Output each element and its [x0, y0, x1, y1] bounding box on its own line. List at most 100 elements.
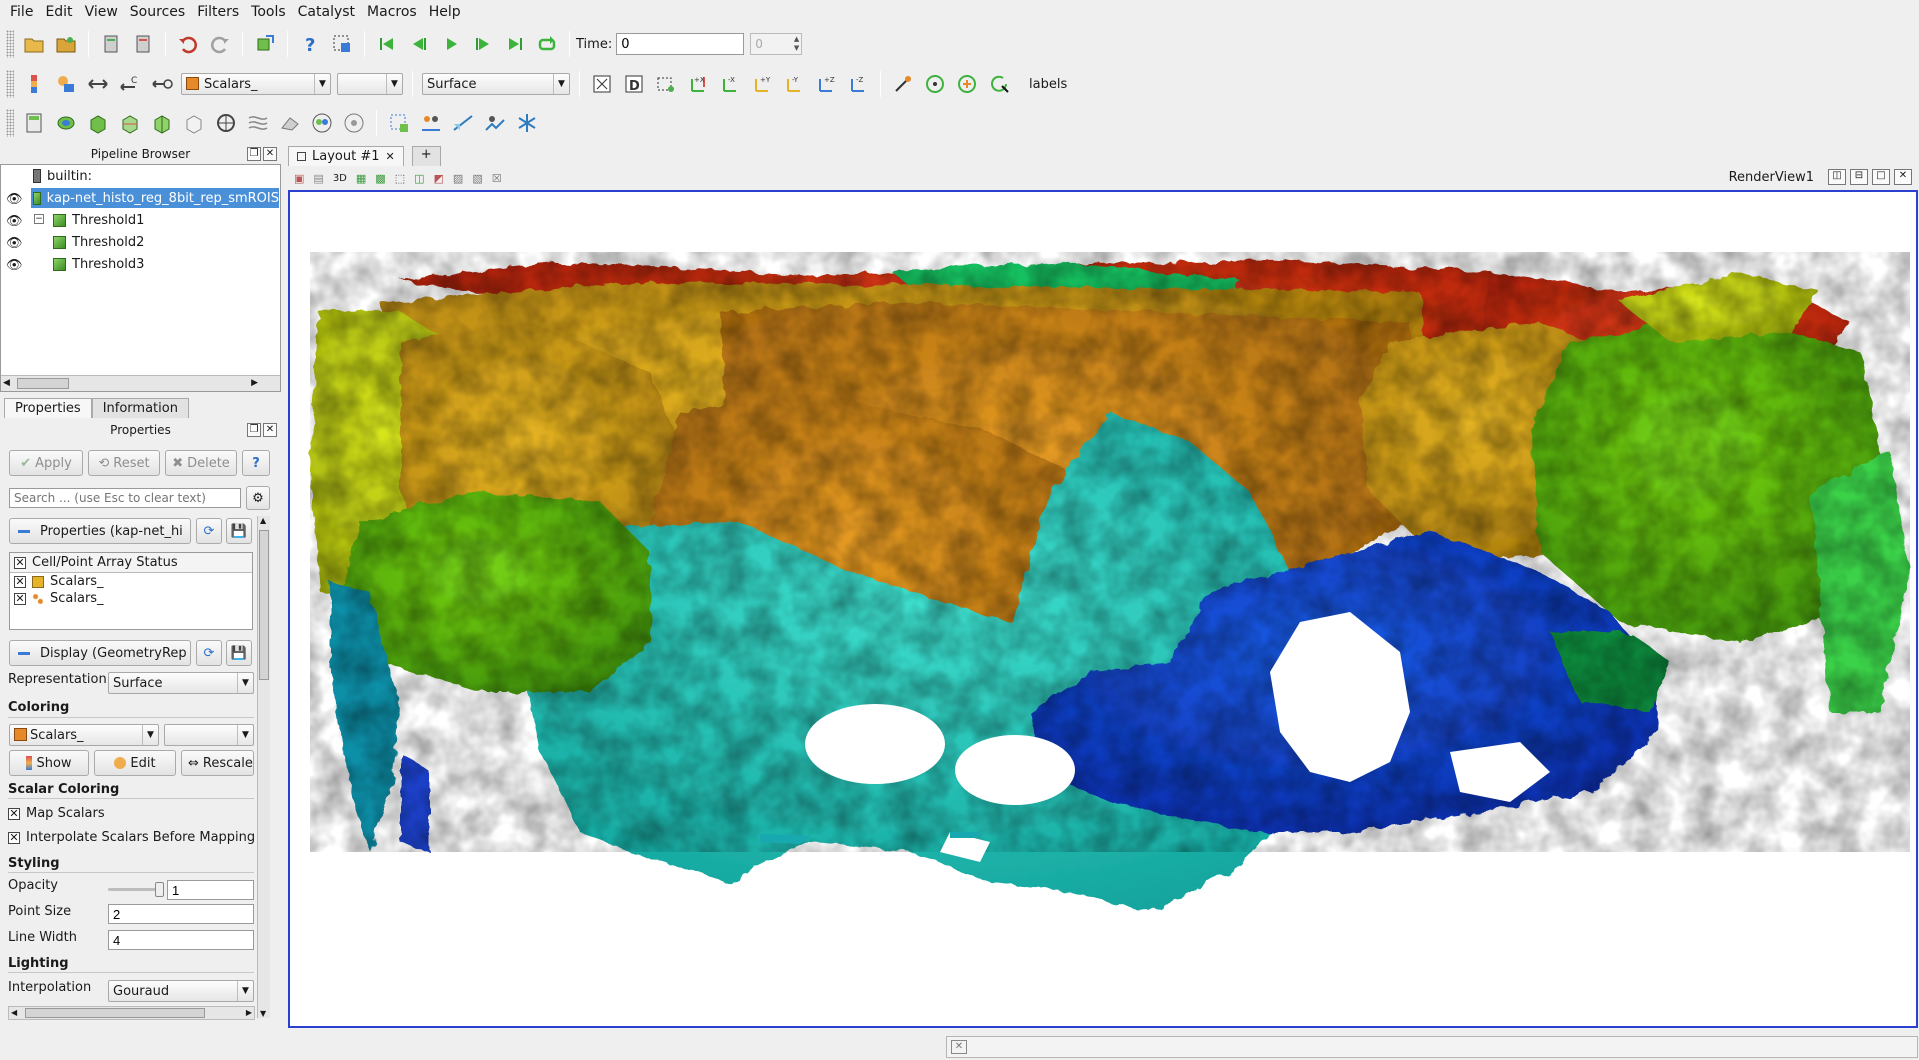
play-button[interactable]	[437, 30, 465, 58]
vertical-scrollbar[interactable]: ▲ ▼	[257, 516, 270, 1018]
plot-selection-button[interactable]	[417, 109, 445, 137]
split-horizontal-icon[interactable]: ◫	[1828, 169, 1846, 185]
interpolate-option[interactable]: ✕ Interpolate Scalars Before Mapping	[8, 830, 255, 845]
select-all-checkbox[interactable]: ✕	[14, 555, 26, 569]
find-data-button[interactable]	[385, 109, 413, 137]
select-block-icon[interactable]: ⬚	[394, 171, 406, 185]
stream-tracer-button[interactable]	[244, 109, 272, 137]
eye-icon[interactable]: 👁	[6, 258, 23, 273]
interpolation-dropdown[interactable]: Gouraud ▼	[108, 980, 254, 1002]
redo-button[interactable]	[206, 30, 234, 58]
array-checkbox[interactable]: ✕	[14, 591, 26, 605]
scroll-thumb[interactable]	[17, 378, 69, 389]
horizontal-scrollbar[interactable]: ◀ ▶	[1, 375, 280, 391]
eye-icon[interactable]: 👁	[6, 236, 23, 251]
horizontal-scrollbar[interactable]: ◀ ▶	[8, 1006, 255, 1020]
advanced-settings-button[interactable]: ⚙	[246, 486, 270, 510]
view-minus-z-button[interactable]: -Z	[844, 70, 872, 98]
threshold-button[interactable]	[148, 109, 176, 137]
opacity-input[interactable]	[167, 880, 254, 900]
clear-status-icon[interactable]: ✕	[951, 1040, 967, 1054]
pipeline-item-threshold2[interactable]: 👁 Threshold2	[1, 231, 280, 253]
connect-button[interactable]	[97, 30, 125, 58]
histogram-button[interactable]	[481, 109, 509, 137]
split-vertical-icon[interactable]: ⊟	[1850, 169, 1868, 185]
grow-selection-icon[interactable]: ▨	[452, 171, 464, 185]
properties-section-toggle[interactable]: Properties (kap-net_hi	[9, 518, 191, 544]
scroll-thumb[interactable]	[259, 530, 269, 680]
menu-filters[interactable]: Filters	[197, 4, 240, 20]
pipeline-item-threshold3[interactable]: 👁 Threshold3	[1, 253, 280, 275]
polygon-select-icon[interactable]: ◩	[433, 171, 444, 185]
undo-button[interactable]	[174, 30, 202, 58]
show-legend-button[interactable]: Show	[9, 750, 89, 776]
reset-camera-button[interactable]	[588, 70, 616, 98]
rescale-button[interactable]: ⇔ Rescale	[181, 750, 254, 776]
tab-information[interactable]: Information	[91, 398, 189, 418]
open-file-button[interactable]	[20, 30, 48, 58]
save-defaults-button[interactable]: 💾	[226, 518, 252, 544]
glyph-button[interactable]	[212, 109, 240, 137]
scroll-thumb[interactable]	[25, 1008, 205, 1018]
menu-file[interactable]: File	[10, 4, 34, 20]
extract-level-button[interactable]	[340, 109, 368, 137]
clip-button[interactable]	[84, 109, 112, 137]
rotate-90-button[interactable]	[889, 70, 917, 98]
help-button[interactable]: ?	[296, 30, 324, 58]
array-status-header[interactable]: ✕ Cell/Point Array Status	[10, 553, 252, 573]
float-panel-icon[interactable]: ❐	[247, 423, 261, 437]
toolbar-handle[interactable]	[6, 30, 14, 58]
last-frame-button[interactable]	[501, 30, 529, 58]
select-cells-icon[interactable]: ▦	[355, 171, 367, 185]
time-index-spinbox[interactable]: 0 ▲ ▼	[750, 33, 803, 55]
tab-layout-1[interactable]: Layout #1 ✕	[288, 146, 404, 166]
select-points-icon[interactable]: ▩	[375, 171, 386, 185]
edit-color-map-button[interactable]	[52, 70, 80, 98]
menu-view[interactable]: View	[84, 4, 118, 20]
pick-center-rotation-button[interactable]	[985, 70, 1013, 98]
extract-subset-button[interactable]	[180, 109, 208, 137]
pick-center-button[interactable]	[328, 30, 356, 58]
float-panel-icon[interactable]: ❐	[247, 147, 261, 161]
maximize-icon[interactable]: □	[1872, 169, 1890, 185]
representation-dropdown[interactable]: Surface ▼	[108, 672, 254, 694]
interactive-select-icon[interactable]: ◫	[414, 171, 425, 185]
collapse-icon[interactable]: −	[34, 214, 44, 224]
reset-center-button[interactable]	[953, 70, 981, 98]
rescale-range-button[interactable]	[84, 70, 112, 98]
close-icon[interactable]: ✕	[263, 423, 277, 437]
representation-select[interactable]: Surface ▼	[422, 73, 570, 95]
help-properties-button[interactable]: ?	[242, 450, 270, 476]
scroll-left-icon[interactable]: ◀	[3, 378, 10, 388]
calculator-button[interactable]	[20, 109, 48, 137]
color-array-select[interactable]: Scalars_ ▼	[181, 73, 331, 95]
refresh-button[interactable]: ⟳	[196, 640, 222, 666]
python-calculator-button[interactable]	[513, 109, 541, 137]
table-row[interactable]: ✕ Scalars_	[10, 590, 252, 607]
close-icon[interactable]: ✕	[263, 147, 277, 161]
coloring-component-dropdown[interactable]: ▼	[164, 724, 254, 746]
menu-edit[interactable]: Edit	[45, 4, 73, 20]
menu-tools[interactable]: Tools	[251, 4, 286, 20]
tab-properties[interactable]: Properties	[4, 398, 92, 418]
show-center-button[interactable]	[921, 70, 949, 98]
render-view[interactable]	[288, 190, 1918, 1028]
capture-selection-icon[interactable]: ▣	[294, 171, 305, 185]
close-icon[interactable]: ✕	[385, 150, 395, 163]
interpolate-checkbox[interactable]: ✕	[8, 830, 20, 844]
clear-selection-icon[interactable]: ☒	[491, 171, 502, 185]
array-checkbox[interactable]: ✕	[14, 574, 26, 588]
eye-icon[interactable]: 👁	[6, 192, 23, 207]
refresh-button[interactable]: ⟳	[196, 518, 222, 544]
next-frame-button[interactable]	[469, 30, 497, 58]
change-input-button[interactable]	[251, 30, 279, 58]
view-plus-z-button[interactable]: +Z	[812, 70, 840, 98]
pipeline-item-builtin[interactable]: builtin:	[1, 165, 280, 187]
rescale-custom-button[interactable]: C	[116, 70, 144, 98]
add-layout-button[interactable]: +	[411, 146, 441, 166]
menu-catalyst[interactable]: Catalyst	[297, 4, 356, 20]
view-minus-x-button[interactable]: -X	[716, 70, 744, 98]
previous-frame-button[interactable]	[405, 30, 433, 58]
apply-button[interactable]: ✔ Apply	[9, 450, 83, 476]
load-state-button[interactable]	[52, 30, 80, 58]
